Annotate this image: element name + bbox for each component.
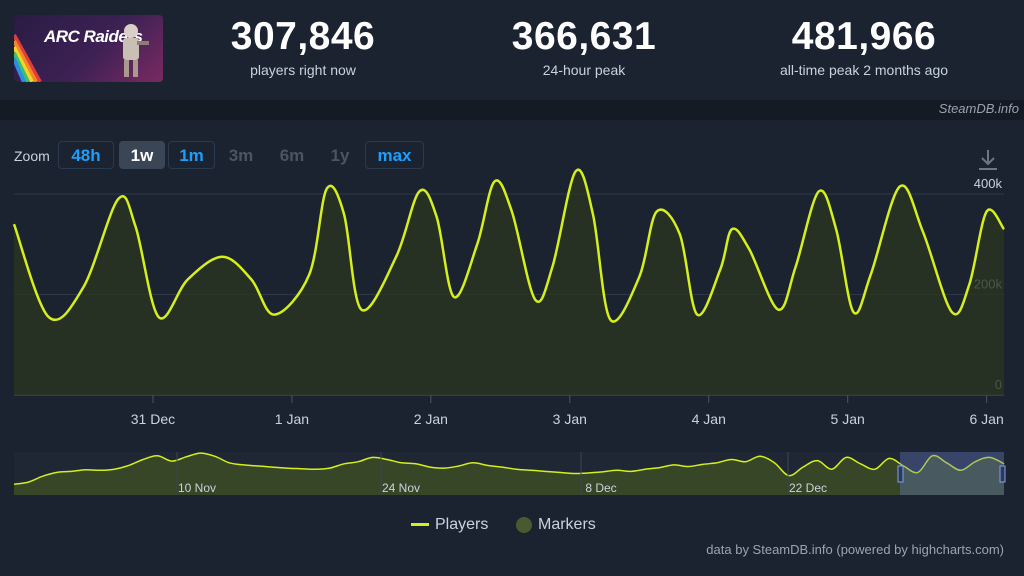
zoom-max-button[interactable]: max — [365, 141, 424, 169]
zoom-48h-button[interactable]: 48h — [58, 141, 114, 169]
download-icon[interactable] — [977, 148, 999, 172]
players-legend-swatch — [411, 523, 429, 527]
x-tick-label: 2 Jan — [414, 411, 448, 427]
current-players-label: players right now — [250, 62, 356, 78]
players-series-line — [12, 168, 1006, 323]
navigator-x-label: 22 Dec — [789, 481, 827, 495]
navigator-series-line — [13, 452, 1005, 486]
current-players-stat: 307,846 players right now — [215, 16, 391, 79]
zoom-1y-button: 1y — [330, 146, 350, 165]
day-peak-stat: 366,631 24-hour peak — [496, 16, 672, 79]
players-area — [14, 169, 1004, 395]
markers-legend-label: Markers — [538, 516, 596, 533]
x-tick-label: 3 Jan — [553, 411, 587, 427]
navigator-left-handle — [897, 465, 904, 483]
navigator-selection — [900, 452, 1004, 495]
character-figure-icon — [123, 24, 149, 77]
x-tick-label: 31 Dec — [131, 411, 175, 427]
zoom-6m-button: 6m — [279, 146, 305, 165]
zoom-1w-button[interactable]: 1w — [119, 141, 165, 169]
navigator-area — [14, 453, 1004, 495]
zoom-1m-button[interactable]: 1m — [168, 141, 215, 169]
navigator-x-label: 10 Nov — [178, 481, 216, 495]
current-players-value: 307,846 — [230, 15, 376, 58]
x-tick-label: 1 Jan — [275, 411, 309, 427]
markers-legend-swatch — [516, 516, 532, 533]
zoom-label: Zoom — [14, 148, 50, 164]
all-time-peak-value: 481,966 — [791, 15, 937, 58]
day-peak-value: 366,631 — [511, 15, 657, 58]
all-time-peak-stat: 481,966 all-time peak 2 months ago — [748, 16, 980, 79]
footer-credit[interactable]: data by SteamDB.info (powered by highcha… — [706, 542, 1004, 557]
navigator-x-label: 24 Nov — [382, 481, 420, 495]
game-logo-text: ARC Raiders — [44, 27, 143, 46]
y-tick-label: 400k — [974, 176, 1003, 191]
players-legend-label: Players — [435, 516, 489, 533]
x-tick-label: 4 Jan — [692, 411, 726, 427]
game-logo[interactable]: ARC Raiders — [14, 15, 163, 82]
x-tick-label: 5 Jan — [831, 411, 865, 427]
zoom-3m-button: 3m — [228, 146, 254, 165]
navigator-right-handle — [999, 465, 1006, 483]
all-time-peak-label: all-time peak 2 months ago — [779, 62, 949, 78]
credit-band: SteamDB.info — [0, 100, 1024, 120]
logo-stripes — [14, 34, 42, 82]
legend-players[interactable]: Players — [411, 516, 488, 534]
steamdb-credit[interactable]: SteamDB.info — [938, 101, 1019, 116]
legend-markers[interactable]: Markers — [516, 516, 596, 534]
stats-header: ARC Raiders 307,846 players right now 36… — [0, 0, 1024, 100]
day-peak-label: 24-hour peak — [542, 62, 626, 78]
navigator-x-label: 8 Dec — [585, 481, 616, 495]
x-tick-label: 6 Jan — [970, 411, 1004, 427]
